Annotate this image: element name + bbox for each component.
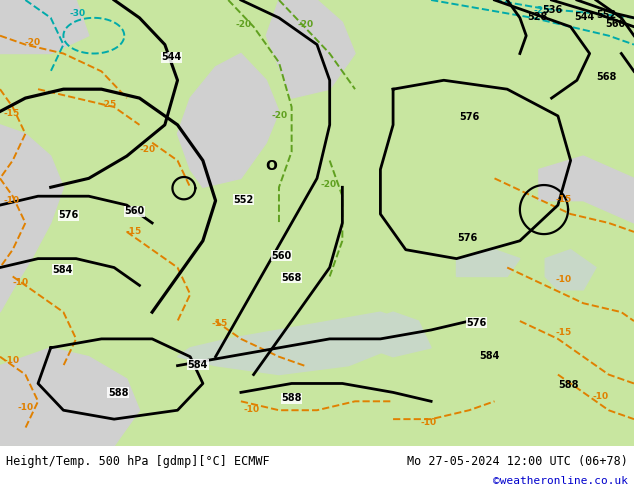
Text: -10: -10 bbox=[3, 356, 19, 366]
Text: -10: -10 bbox=[3, 196, 19, 205]
Text: 544: 544 bbox=[162, 52, 182, 62]
Text: -15: -15 bbox=[555, 195, 572, 203]
Polygon shape bbox=[178, 53, 279, 187]
Text: 576: 576 bbox=[458, 233, 478, 243]
Text: 576: 576 bbox=[58, 211, 79, 220]
Polygon shape bbox=[0, 0, 89, 53]
Text: -15: -15 bbox=[126, 227, 142, 236]
Polygon shape bbox=[178, 312, 406, 374]
Text: -15: -15 bbox=[555, 328, 572, 337]
Text: 560: 560 bbox=[271, 250, 292, 261]
Text: 552: 552 bbox=[596, 10, 616, 20]
Polygon shape bbox=[545, 250, 596, 290]
Text: 584: 584 bbox=[479, 351, 500, 361]
Text: 584: 584 bbox=[52, 265, 72, 275]
Text: 568: 568 bbox=[281, 273, 302, 283]
Text: 576: 576 bbox=[467, 318, 487, 327]
Text: -30: -30 bbox=[70, 9, 86, 18]
Text: Height/Temp. 500 hPa [gdmp][°C] ECMWF: Height/Temp. 500 hPa [gdmp][°C] ECMWF bbox=[6, 455, 270, 468]
Text: -20: -20 bbox=[271, 111, 287, 120]
Polygon shape bbox=[266, 0, 355, 98]
Text: 576: 576 bbox=[459, 112, 479, 122]
Text: 552: 552 bbox=[233, 195, 254, 205]
Text: 544: 544 bbox=[574, 12, 594, 22]
Text: -20: -20 bbox=[139, 145, 155, 153]
Text: -20: -20 bbox=[236, 20, 252, 29]
Text: -25: -25 bbox=[534, 6, 550, 15]
Text: 588: 588 bbox=[281, 393, 302, 403]
Text: O: O bbox=[266, 159, 277, 173]
Text: 588: 588 bbox=[108, 388, 128, 398]
Text: ©weatheronline.co.uk: ©weatheronline.co.uk bbox=[493, 476, 628, 486]
Text: 528: 528 bbox=[527, 12, 548, 22]
Text: 584: 584 bbox=[188, 360, 208, 370]
Polygon shape bbox=[539, 156, 634, 223]
Text: 588: 588 bbox=[558, 380, 578, 390]
Text: 560: 560 bbox=[124, 206, 145, 216]
Text: 536: 536 bbox=[543, 5, 563, 15]
Text: -10: -10 bbox=[13, 278, 29, 287]
Text: 560: 560 bbox=[605, 19, 626, 29]
Text: -10: -10 bbox=[592, 392, 608, 401]
Text: -10: -10 bbox=[243, 405, 259, 414]
Polygon shape bbox=[456, 250, 520, 276]
Text: Mo 27-05-2024 12:00 UTC (06+78): Mo 27-05-2024 12:00 UTC (06+78) bbox=[407, 455, 628, 468]
Polygon shape bbox=[368, 312, 431, 357]
Text: -10: -10 bbox=[18, 403, 34, 412]
Polygon shape bbox=[0, 348, 139, 446]
Polygon shape bbox=[0, 125, 63, 312]
Text: -10: -10 bbox=[421, 418, 437, 427]
Text: -25: -25 bbox=[100, 100, 117, 109]
Text: -20: -20 bbox=[24, 38, 40, 47]
Text: -15: -15 bbox=[212, 319, 228, 328]
Text: -15: -15 bbox=[3, 109, 20, 118]
Text: 568: 568 bbox=[596, 72, 616, 82]
Text: -20: -20 bbox=[321, 180, 337, 189]
Text: -20: -20 bbox=[298, 20, 314, 29]
Text: -10: -10 bbox=[555, 275, 571, 284]
